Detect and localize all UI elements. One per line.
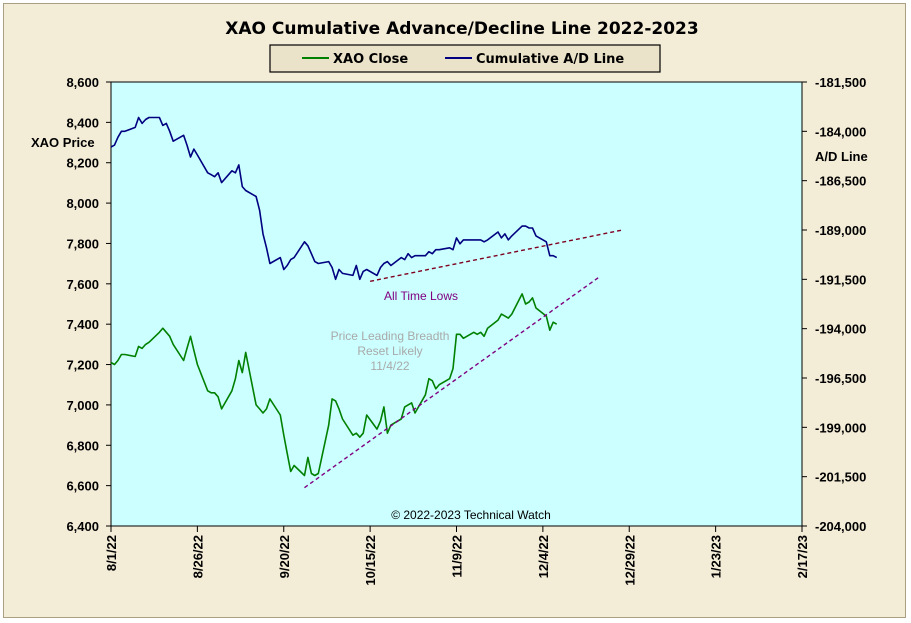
left-tick-label: 6,600 [66,479,99,494]
x-axis: 8/1/22 8/26/22 9/20/22 10/15/22 11/9/22 12/4/… [104,526,810,586]
left-tick-label: 7,600 [66,277,99,292]
left-tick-label: 6,800 [66,438,99,453]
right-tick-label: -181,500 [815,75,866,90]
legend-label-xao: XAO Close [333,52,408,67]
x-tick-label: 2/17/23 [795,535,810,578]
left-tick-label: 8,600 [66,75,99,90]
left-tick-label: 8,200 [66,156,99,171]
right-tick-label: -194,000 [815,322,866,337]
copyright-text: © 2022-2023 Technical Watch [391,508,551,522]
left-tick-label: 8,000 [66,196,99,211]
right-tick-label: -204,000 [815,519,866,534]
legend: XAO Close Cumulative A/D Line [269,44,661,73]
left-tick-label: 7,800 [66,236,99,251]
right-tick-label: -196,500 [815,371,866,386]
left-tick-label: 7,000 [66,398,99,413]
annotation-price-leading-2: Reset Likely [357,344,422,358]
chart-title: XAO Cumulative Advance/Decline Line 2022… [225,19,698,39]
x-tick-label: 11/9/22 [450,535,465,578]
right-tick-label: -199,000 [815,420,866,435]
left-tick-label: 6,400 [66,519,99,534]
right-axis-label: A/D Line [815,149,868,164]
x-tick-label: 12/4/22 [536,535,551,578]
plot-area [110,81,803,527]
right-axis: -204,000 -201,500 -199,000 -196,500 -194,000… [802,75,866,534]
xao-close-line [110,293,558,477]
right-tick-label: -201,500 [815,470,866,485]
x-tick-label: 9/20/22 [277,535,292,578]
x-tick-label: 12/29/22 [622,535,637,586]
x-tick-label: 8/1/22 [104,535,119,571]
annotation-price-leading-3: 11/4/22 [370,359,409,373]
legend-label-ad: Cumulative A/D Line [476,52,624,67]
left-tick-label: 7,400 [66,317,99,332]
x-tick-label: 8/26/22 [190,535,205,578]
annotation-all-time-lows: All Time Lows [384,289,458,303]
left-tick-label: 7,200 [66,358,99,373]
left-tick-label: 8,400 [66,115,99,130]
annotation-price-leading-1: Price Leading Breadth [331,329,450,343]
x-tick-label: 1/23/23 [709,535,724,578]
series-layer [110,116,558,477]
left-axis-label: XAO Price [31,135,95,150]
x-tick-label: 10/15/22 [363,535,378,586]
right-tick-label: -184,000 [815,124,866,139]
ad-trend-line [369,229,623,282]
left-axis: 6,400 6,600 6,800 7,000 7,200 7,400 7,600 7,800… [66,75,111,534]
right-tick-label: -186,500 [815,174,866,189]
trend-layer [304,229,623,489]
right-tick-label: -191,500 [815,272,866,287]
ad-line [110,116,558,281]
right-tick-label: -189,000 [815,223,866,238]
